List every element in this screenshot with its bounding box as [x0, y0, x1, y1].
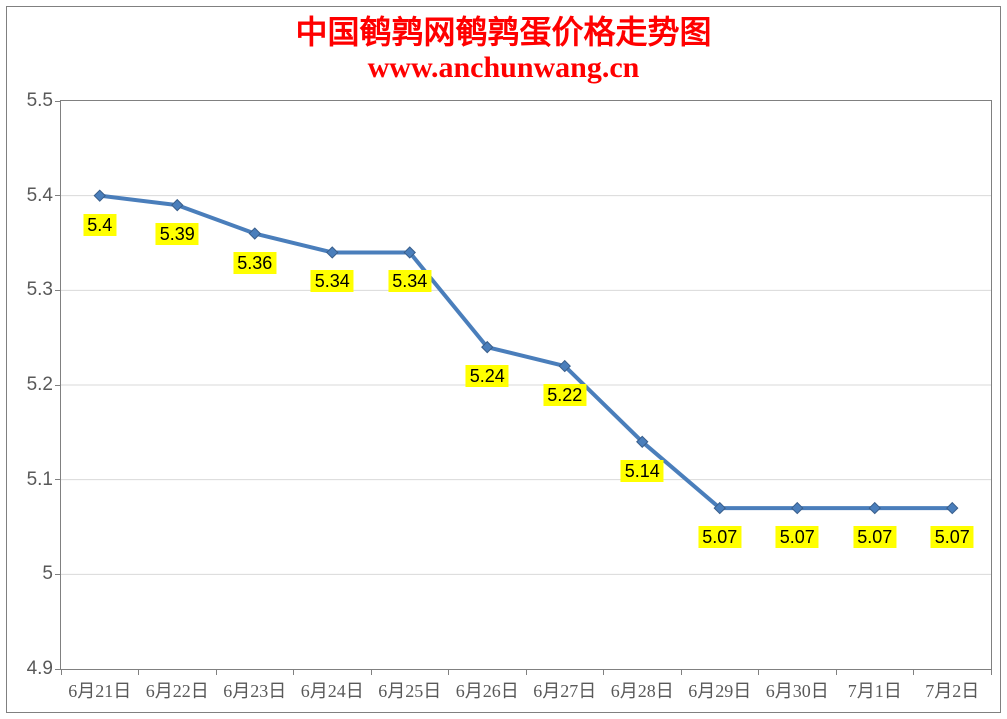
x-tick-label: 7月2日 — [925, 677, 979, 703]
x-tick-label: 6月23日 — [223, 677, 286, 703]
y-tick-label: 5.1 — [27, 469, 53, 491]
y-tick-label: 5.3 — [27, 279, 53, 301]
x-tick-label: 6月25日 — [378, 677, 441, 703]
x-tick-label: 6月24日 — [301, 677, 364, 703]
x-tick-label: 6月22日 — [146, 677, 209, 703]
x-tick-label: 6月28日 — [611, 677, 674, 703]
data-label: 5.36 — [233, 252, 276, 274]
data-label: 5.4 — [83, 214, 116, 236]
data-label: 5.07 — [776, 526, 819, 548]
data-label: 5.07 — [698, 526, 741, 548]
x-tick-label: 6月27日 — [533, 677, 596, 703]
plot-svg — [61, 101, 991, 669]
data-label: 5.39 — [156, 223, 199, 245]
data-label: 5.07 — [931, 526, 974, 548]
y-tick-label: 5.4 — [27, 185, 53, 207]
y-tick-label: 5 — [42, 563, 53, 585]
x-tick-label: 6月21日 — [68, 677, 131, 703]
data-label: 5.14 — [621, 460, 664, 482]
y-tick-label: 5.5 — [27, 90, 53, 112]
data-label: 5.24 — [466, 365, 509, 387]
chart-title: 中国鹌鹑网鹌鹑蛋价格走势图 www.anchunwang.cn — [0, 14, 1007, 85]
plot-area: 4.955.15.25.35.45.56月21日6月22日6月23日6月24日6… — [60, 100, 992, 670]
chart-container: 中国鹌鹑网鹌鹑蛋价格走势图 www.anchunwang.cn 4.955.15… — [0, 0, 1007, 719]
x-tick-label: 6月26日 — [456, 677, 519, 703]
x-tick-label: 6月30日 — [766, 677, 829, 703]
data-label: 5.34 — [311, 270, 354, 292]
data-label: 5.07 — [853, 526, 896, 548]
x-tick-label: 6月29日 — [688, 677, 751, 703]
data-label: 5.34 — [388, 270, 431, 292]
y-tick-label: 4.9 — [27, 658, 53, 680]
chart-title-line1: 中国鹌鹑网鹌鹑蛋价格走势图 — [0, 14, 1007, 51]
y-tick-label: 5.2 — [27, 374, 53, 396]
x-tick-label: 7月1日 — [848, 677, 902, 703]
data-label: 5.22 — [543, 384, 586, 406]
chart-title-line2: www.anchunwang.cn — [0, 51, 1007, 86]
